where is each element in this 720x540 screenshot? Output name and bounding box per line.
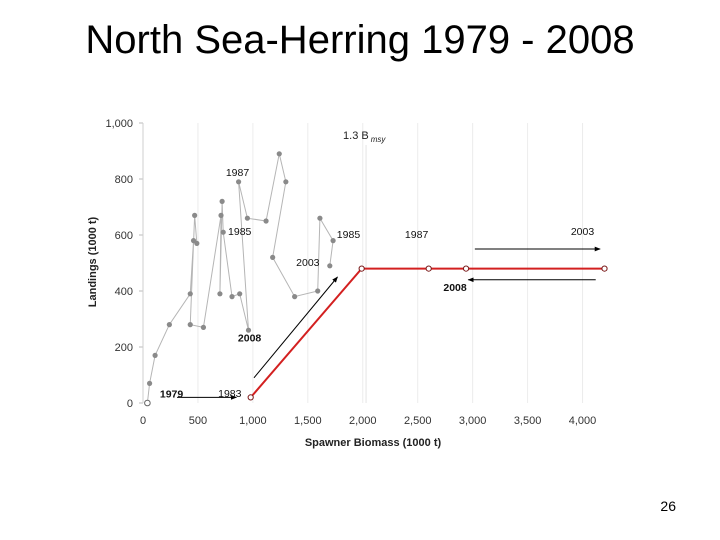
observed-point bbox=[146, 380, 153, 386]
observed-point bbox=[235, 179, 242, 185]
observed-point bbox=[166, 322, 172, 328]
x-tick-label: 0 bbox=[140, 415, 146, 427]
observed-point bbox=[200, 324, 207, 330]
x-tick-label: 4,000 bbox=[569, 415, 597, 427]
rule-point bbox=[425, 265, 432, 272]
observed-point bbox=[276, 151, 282, 157]
observed-point bbox=[218, 212, 224, 218]
observed-start-point bbox=[144, 399, 151, 407]
annotation-1985: 1985 bbox=[228, 226, 252, 238]
observed-point bbox=[194, 240, 200, 246]
rule-point bbox=[247, 394, 254, 401]
observed-point bbox=[187, 322, 193, 328]
observed-point bbox=[330, 238, 336, 244]
slide-title: North Sea-Herring 1979 - 2008 bbox=[85, 18, 635, 62]
y-tick-label: 200 bbox=[115, 342, 133, 354]
page-number: 26 bbox=[660, 498, 676, 514]
rule-point bbox=[462, 265, 470, 272]
x-axis-label: Spawner Biomass (1000 t) bbox=[305, 437, 442, 449]
annotation-2003: 2003 bbox=[296, 257, 320, 269]
y-tick-label: 0 bbox=[127, 398, 133, 410]
observed-point bbox=[270, 254, 276, 260]
y-tick-label: 400 bbox=[115, 286, 133, 298]
y-tick-label: 600 bbox=[115, 230, 133, 242]
x-tick-label: 1,500 bbox=[294, 415, 322, 427]
observed-point bbox=[192, 212, 198, 218]
annotation-1979: 1979 bbox=[160, 388, 184, 400]
annotations-group: 1987 1985 2003 2008 1979 1983 1985 1987 2003 2008 bbox=[160, 167, 594, 400]
annotation-1983: 1983 bbox=[218, 388, 242, 400]
annotation-2003: 2003 bbox=[571, 226, 595, 238]
observed-point bbox=[220, 229, 226, 235]
observed-point bbox=[327, 263, 333, 269]
x-tick-label: 500 bbox=[189, 415, 207, 427]
x-tick-label: 3,500 bbox=[514, 415, 542, 427]
annotation-1985: 1985 bbox=[337, 229, 361, 241]
x-tick-label: 3,000 bbox=[459, 415, 487, 427]
rule-point bbox=[601, 265, 608, 272]
y-tick-label: 800 bbox=[115, 174, 133, 186]
annotation-1987: 1987 bbox=[226, 167, 250, 179]
observed-point bbox=[263, 218, 269, 224]
observed-point bbox=[245, 327, 252, 333]
observed-point bbox=[152, 352, 158, 358]
x-tick-label: 2,000 bbox=[349, 415, 377, 427]
arrows-group bbox=[177, 246, 601, 400]
grid bbox=[142, 123, 584, 403]
annotation-2008: 2008 bbox=[238, 332, 262, 344]
rule-line bbox=[249, 267, 605, 399]
observed-point bbox=[219, 198, 225, 204]
observed-point bbox=[187, 291, 193, 297]
x-tick-label: 1,000 bbox=[239, 415, 267, 427]
observed-point bbox=[283, 179, 289, 185]
annotation-2008: 2008 bbox=[443, 282, 467, 294]
rule-point bbox=[358, 265, 365, 272]
annotation-1987: 1987 bbox=[405, 229, 429, 241]
observed-point bbox=[317, 215, 323, 221]
observed-point bbox=[292, 294, 298, 300]
observed-point bbox=[237, 291, 243, 297]
observed-point bbox=[229, 294, 235, 300]
x-tick-label: 2,500 bbox=[404, 415, 432, 427]
arrow bbox=[253, 276, 338, 379]
observed-trajectory-line bbox=[146, 153, 334, 404]
axes: 0 500 1,000 1,500 2,000 2,500 3,000 3,500 4,000 0… bbox=[105, 118, 596, 427]
observed-point bbox=[315, 288, 321, 294]
y-tick-label: 1,000 bbox=[105, 118, 133, 130]
y-axis-label: Landings (1000 t) bbox=[87, 216, 99, 307]
observed-point bbox=[217, 291, 223, 297]
observed-point bbox=[244, 215, 250, 221]
series-group bbox=[144, 151, 608, 407]
